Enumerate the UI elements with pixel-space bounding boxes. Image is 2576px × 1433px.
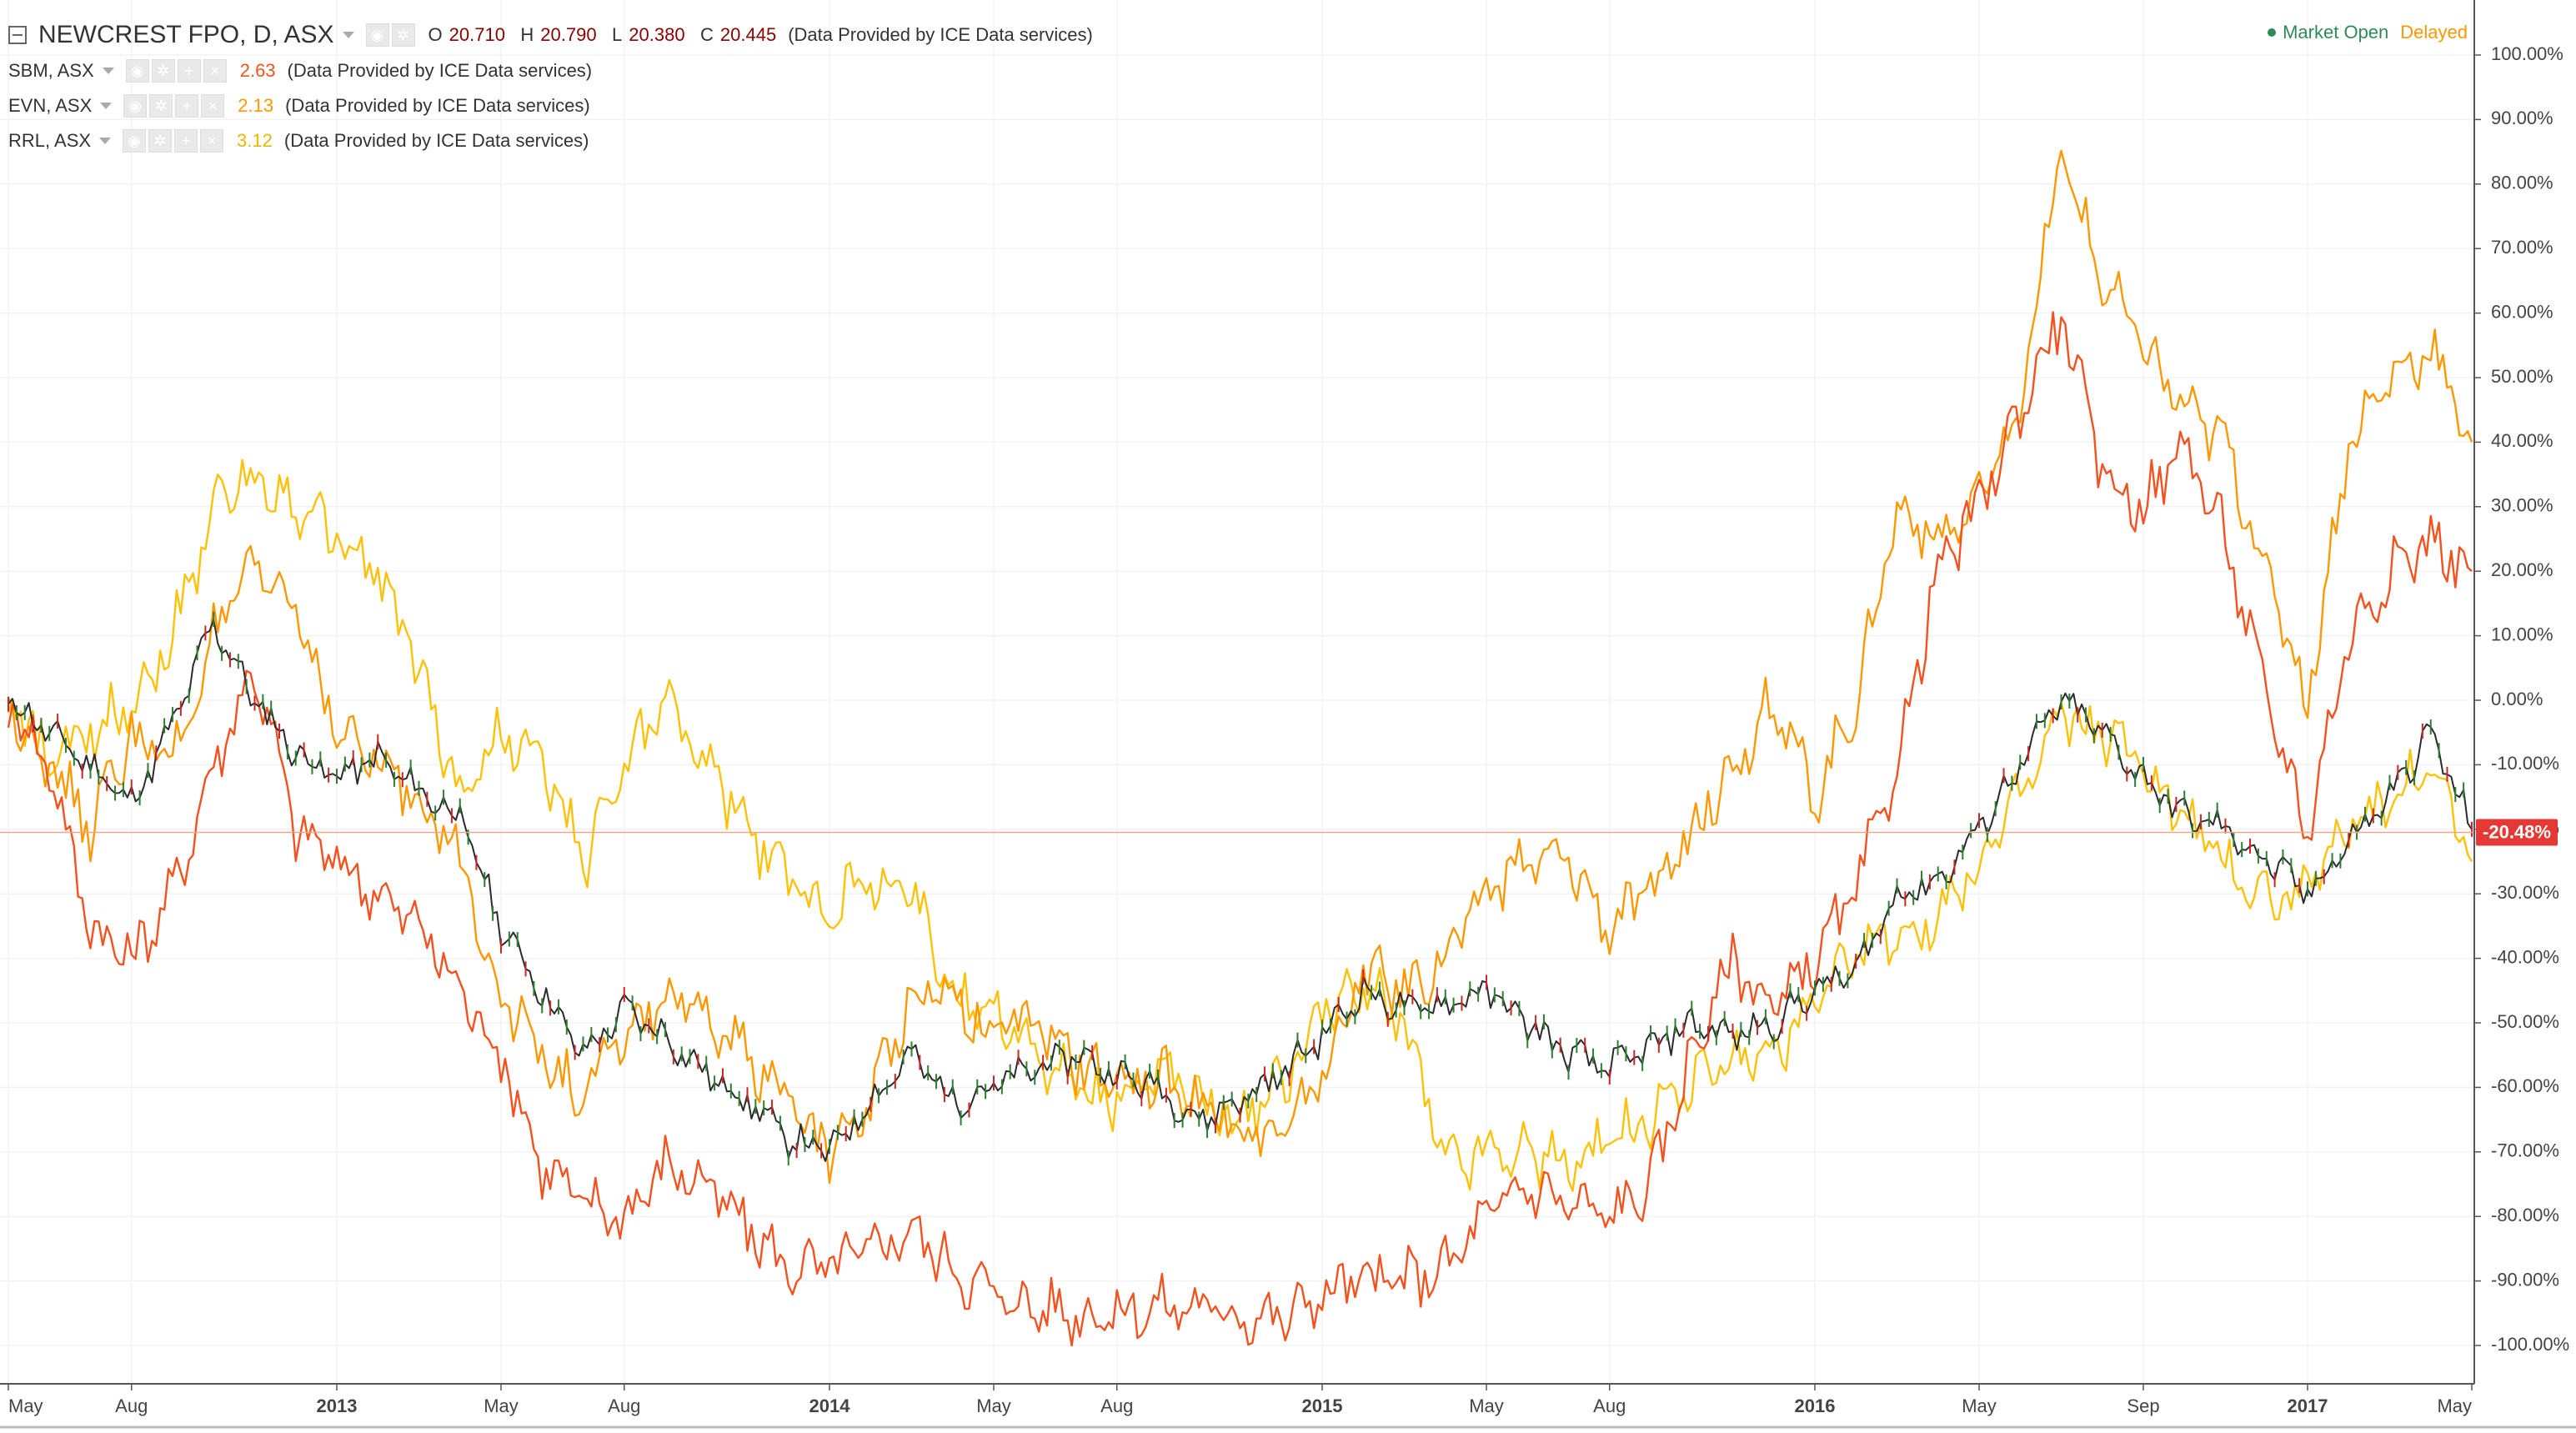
close-icon[interactable]: × [203,59,227,83]
compare-symbol[interactable]: RRL, ASX [8,130,92,151]
y-tick-label: 50.00% [2491,366,2553,387]
x-tick-label: 2014 [809,1395,851,1416]
ohlc-low-label: L [612,24,623,45]
ohlc-close-label: C [700,24,714,45]
y-tick-label: -80.00% [2491,1205,2559,1225]
main-provider: (Data Provided by ICE Data services) [788,24,1093,45]
ohlc-values: O 20.710 H 20.790 L 20.380 C 20.445 [428,24,789,46]
gear-icon[interactable]: ✲ [151,59,175,83]
y-tick-label: -60.00% [2491,1075,2559,1096]
y-tick-label: -30.00% [2491,882,2559,903]
eye-icon[interactable]: ◉ [123,94,148,118]
compare-controls: ◉ ✲ + × [125,59,227,83]
compare-value: 2.13 [238,95,274,116]
chevron-down-icon[interactable] [102,68,114,74]
compare-symbol[interactable]: EVN, ASX [8,95,93,116]
plus-icon[interactable]: + [174,129,198,153]
y-tick-label: 10.00% [2491,624,2553,644]
y-tick-label: 100.00% [2491,43,2563,64]
x-tick-label: 2017 [2288,1395,2328,1416]
compare-controls: ◉ ✲ + × [123,94,225,118]
current-value-label: -20.48% [2476,819,2558,846]
gear-icon[interactable]: ✲ [149,94,173,118]
series-line-evn-asx [7,149,2473,1185]
market-status: Market Open Delayed [2268,22,2468,43]
x-tick-label: May [1469,1395,1504,1416]
x-tick-label: 2015 [1302,1395,1343,1416]
x-tick-label: Sep [2127,1395,2159,1416]
compare-provider: (Data Provided by ICE Data services) [287,60,593,81]
delayed-text: Delayed [2400,22,2468,43]
x-tick-label: 2016 [1795,1395,1836,1416]
legend-compare-evn: EVN, ASX ◉ ✲ + × 2.13 (Data Provided by … [8,88,1093,123]
y-tick-label: -10.00% [2491,753,2559,774]
x-tick-label: May [484,1395,519,1416]
series-line-rrl-asx [7,458,2473,1192]
x-tick-label: May [1962,1395,1997,1416]
close-icon[interactable]: × [200,129,224,153]
main-controls: ◉ ✲ [365,23,415,47]
y-tick-label: 0.00% [2491,689,2543,709]
y-tick-label: 20.00% [2491,559,2553,580]
gear-icon[interactable]: ✲ [391,23,415,47]
current-value-text: -20.48% [2483,821,2551,842]
x-tick-label: Aug [1100,1395,1133,1416]
y-tick-label: 30.00% [2491,495,2553,516]
y-tick-label: 70.00% [2491,237,2553,258]
x-tick-label: Aug [608,1395,640,1416]
y-tick-label: -90.00% [2491,1269,2559,1290]
grid [0,0,2474,1384]
status-dot-icon [2268,28,2277,37]
legend-main-row: NEWCREST FPO, D, ASX ◉ ✲ O 20.710 H 20.790… [8,17,1093,53]
x-tick-label: May [2437,1395,2472,1416]
chevron-down-icon[interactable] [100,103,113,109]
x-tick-label: Aug [1593,1395,1626,1416]
legend-compare-rrl: RRL, ASX ◉ ✲ + × 3.12 (Data Provided by … [8,123,1093,158]
x-tick-label: May [8,1395,43,1416]
gear-icon[interactable]: ✲ [148,129,173,153]
y-tick-label: -40.00% [2491,946,2559,967]
eye-icon[interactable]: ◉ [125,59,149,83]
ohlc-open-label: O [428,24,443,45]
plus-icon[interactable]: + [175,94,199,118]
main-symbol[interactable]: NEWCREST FPO, D, ASX [38,21,334,48]
compare-provider: (Data Provided by ICE Data services) [285,95,590,116]
y-tick-label: -100.00% [2491,1334,2569,1355]
eye-icon[interactable]: ◉ [365,23,389,47]
ohlc-close-value: 20.445 [719,24,777,45]
ohlc-high-label: H [520,24,534,45]
compare-provider: (Data Provided by ICE Data services) [283,130,589,151]
close-icon[interactable]: × [201,94,225,118]
compare-value: 2.63 [239,60,276,81]
y-tick-label: 60.00% [2491,301,2553,322]
compare-controls: ◉ ✲ + × [123,129,224,153]
y-tick-label: 40.00% [2491,430,2553,451]
ohlc-open-value: 20.710 [449,24,505,45]
series-line-sbm-asx [7,311,2473,1347]
compare-symbol[interactable]: SBM, ASX [8,60,94,81]
y-tick-label: -50.00% [2491,1011,2559,1032]
plus-icon[interactable]: + [177,59,201,83]
eye-icon[interactable]: ◉ [123,129,147,153]
legend-compare-sbm: SBM, ASX ◉ ✲ + × 2.63 (Data Provided by … [8,53,1093,88]
x-tick-label: Aug [115,1395,148,1416]
x-tick-label: May [976,1395,1011,1416]
candles [8,611,2473,1166]
chevron-down-icon[interactable] [342,32,354,38]
y-tick-label: 80.00% [2491,173,2553,193]
x-tick-label: 2013 [317,1395,358,1416]
chevron-down-icon[interactable] [99,138,112,144]
compare-value: 3.12 [237,130,273,151]
ohlc-low-value: 20.380 [629,24,685,45]
y-tick-label: 90.00% [2491,108,2553,128]
legend: NEWCREST FPO, D, ASX ◉ ✲ O 20.710 H 20.790… [8,17,1093,158]
collapse-toggle-icon[interactable] [8,26,27,44]
ohlc-high-value: 20.790 [540,24,597,45]
y-tick-label: -70.00% [2491,1140,2559,1161]
market-open-text: Market Open [2283,22,2389,43]
